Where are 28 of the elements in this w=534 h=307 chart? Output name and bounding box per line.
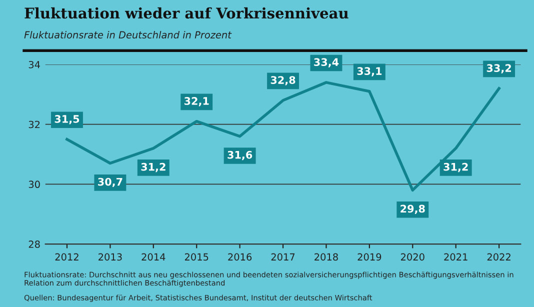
data-label: 30,7 <box>98 178 122 188</box>
x-tick-label: 2019 <box>358 253 382 261</box>
y-tick-label: 32 <box>28 120 40 128</box>
x-tick-label: 2016 <box>228 253 252 261</box>
x-tick-label: 2021 <box>444 253 468 261</box>
data-label: 33,1 <box>357 67 382 76</box>
data-label: 32,1 <box>184 97 209 106</box>
data-label: 33,2 <box>486 64 511 74</box>
y-tick-label: 28 <box>28 240 40 248</box>
data-label: 31,2 <box>444 162 468 172</box>
data-label: 32,8 <box>270 76 296 86</box>
data-label: 31,5 <box>54 115 80 124</box>
y-tick-label: 34 <box>28 60 40 68</box>
chart-subtitle: Fluktuationsrate in Deutschland in Prozent <box>24 30 232 39</box>
x-tick-label: 2012 <box>55 253 78 261</box>
x-tick-label: 2015 <box>184 253 208 261</box>
data-label: 33,4 <box>314 58 339 68</box>
chart-title: Fluktuation wieder auf Vorkrisenniveau <box>24 7 348 19</box>
y-tick-label: 30 <box>28 180 40 188</box>
data-label: 31,6 <box>228 150 252 160</box>
x-tick-label: 2018 <box>314 253 338 261</box>
x-tick-label: 2022 <box>487 253 510 261</box>
data-label: 31,2 <box>141 162 166 172</box>
x-tick-label: 2017 <box>271 253 295 261</box>
x-tick-label: 2013 <box>98 253 122 261</box>
data-label: 29,8 <box>400 204 425 214</box>
x-tick-label: 2020 <box>400 253 424 261</box>
x-tick-label: 2014 <box>142 253 166 261</box>
